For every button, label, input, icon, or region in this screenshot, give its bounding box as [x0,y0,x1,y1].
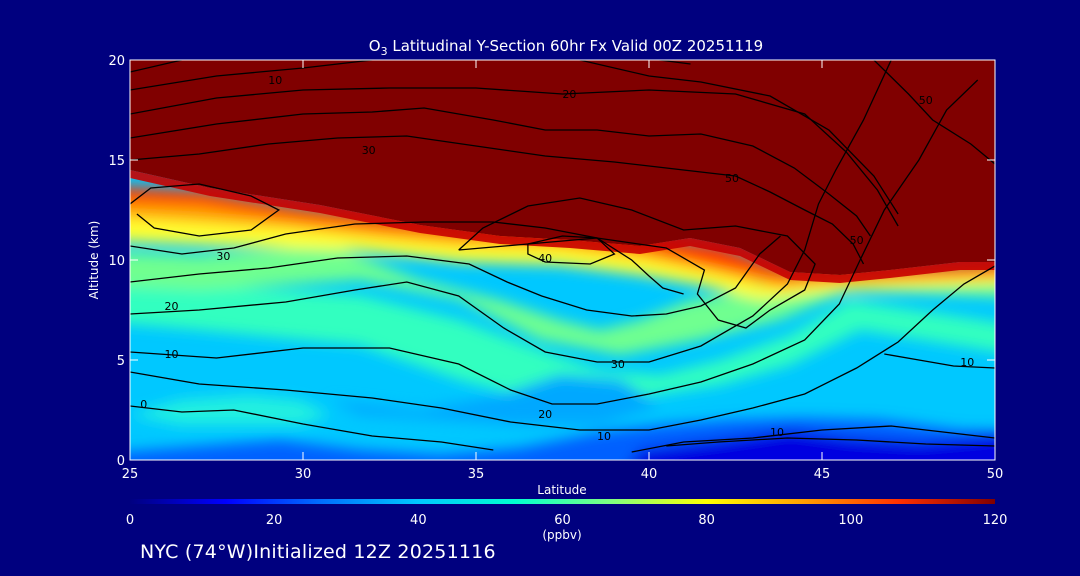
contour-line [130,87,899,227]
contour-line [130,183,281,237]
colorbar-tick-label: 120 [983,513,1008,528]
colorbar-tick-label: 80 [698,513,715,528]
y-tick-label: 10 [108,254,125,269]
colorbar-tick-label: 0 [126,513,134,528]
field-band-green [130,245,995,355]
contour-line [884,353,995,369]
y-tick-label: 20 [108,54,125,69]
y-axis: 0 5 10 15 20 [108,54,995,469]
x-axis-label: Latitude [537,483,586,497]
contour-label: 10 [770,426,784,439]
contour-label: 30 [362,144,376,157]
colorbar-tick-label: 100 [838,513,863,528]
chart-title: O3 Latitudinal Y-Section 60hr Fx Valid 0… [369,37,763,58]
contour-label: 10 [268,74,282,87]
contour-lines [130,60,995,453]
y-tick-label: 0 [117,454,125,469]
contour-line [130,60,892,363]
colorbar-ticks: 0 20 40 60 80 100 120 [126,513,1008,528]
contour-label: 10 [960,356,974,369]
contour-label: 20 [538,408,552,421]
field-bottom-deep-blue [633,430,995,460]
x-tick-label: 40 [641,467,658,482]
field-band-yellow [130,216,995,300]
contour-label: 20 [165,300,179,313]
contour-label: 50 [919,94,933,107]
contour-label: 40 [538,252,552,265]
contour-line [458,197,816,329]
field-band-cyan-green [130,276,995,400]
contour-labels: 10 20 30 50 50 50 40 30 20 10 0 30 20 10 10 10 [140,74,974,443]
contour-line [130,221,684,295]
contour-line [130,60,373,91]
x-tick-label: 25 [122,467,139,482]
footer-caption: NYC (74°W)Initialized 12Z 20251116 [140,541,496,563]
contour-line [130,107,871,237]
colorbar-tick-label: 60 [554,513,571,528]
contour-label: 0 [140,398,147,411]
contour-label: 30 [611,358,625,371]
contour-line [631,425,995,453]
x-tick-label: 30 [295,467,312,482]
field-red-edge [130,170,995,283]
contour-line [130,60,183,73]
ozone-field: 10 20 30 50 50 50 40 30 20 10 0 30 20 10 10 10 [130,60,995,460]
contour-line [130,405,494,451]
contour-line [666,437,995,447]
x-tick-label: 45 [814,467,831,482]
contour-line [659,60,691,65]
y-axis-label: Altitude (km) [87,221,101,300]
contour-line [130,235,781,317]
contour-label: 30 [216,250,230,263]
contour-label: 10 [597,430,611,443]
contour-label: 50 [725,172,739,185]
colorbar-tick-label: 40 [410,513,427,528]
y-tick-label: 15 [108,154,125,169]
colorbar-unit-label: (ppbv) [542,528,581,542]
contour-label: 10 [165,348,179,361]
y-tick-label: 5 [117,354,125,369]
field-midlevel-blue [330,375,660,425]
contour-line [130,265,995,431]
contour-line [527,235,616,265]
x-axis: 25 30 35 40 45 50 [122,60,1004,482]
colorbar [130,499,995,504]
contour-line [579,60,899,215]
contour-label: 20 [562,88,576,101]
contour-line [873,60,995,165]
field-dark-red [130,60,995,275]
contour-label: 50 [850,234,864,247]
x-tick-label: 50 [987,467,1004,482]
x-tick-label: 35 [468,467,485,482]
colorbar-tick-label: 20 [266,513,283,528]
contour-line [130,135,865,265]
